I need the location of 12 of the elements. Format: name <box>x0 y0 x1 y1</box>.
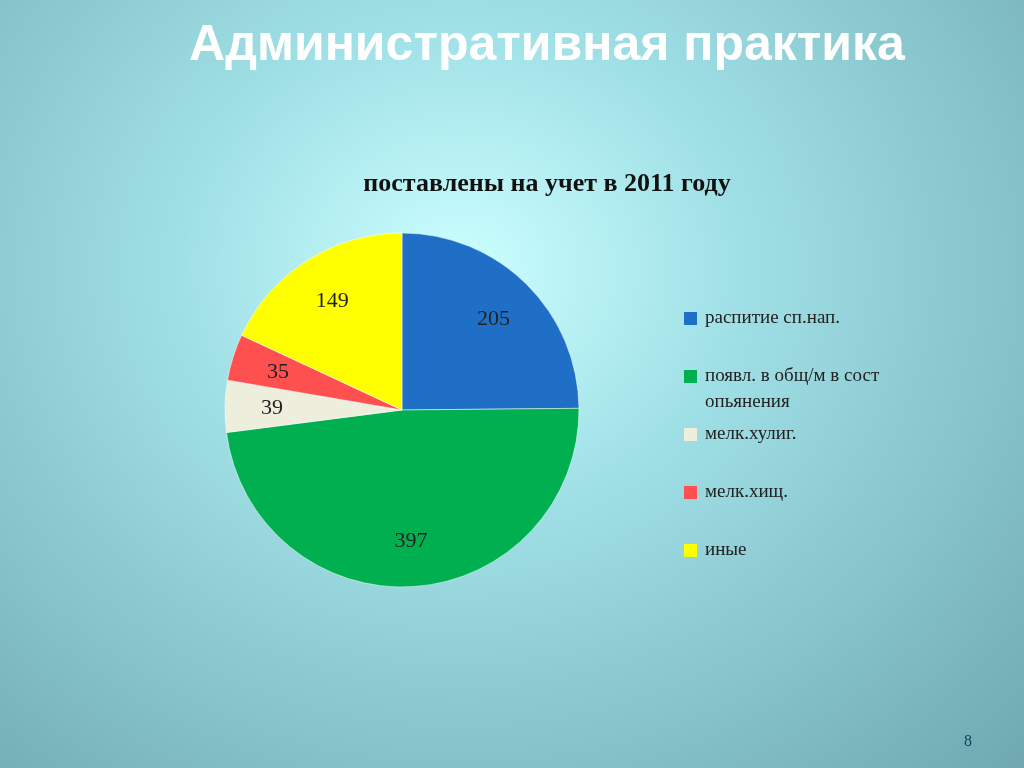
legend-label: иные <box>705 537 747 561</box>
text: 8 <box>964 732 972 750</box>
data-label: 397 <box>394 526 428 552</box>
chart-subtitle: поставлены на учет в 2011 году <box>363 168 731 197</box>
data-label: 205 <box>476 304 510 330</box>
data-label: 35 <box>266 358 289 384</box>
data-label: 39 <box>261 394 284 420</box>
legend-label: распитие сп.нап. <box>705 305 840 329</box>
legend-label: мелк.хулиг. <box>705 421 797 445</box>
legend-label: мелк.хищ. <box>705 479 788 503</box>
chart-title: Административная практика <box>189 15 907 71</box>
data-label: 149 <box>315 287 349 313</box>
